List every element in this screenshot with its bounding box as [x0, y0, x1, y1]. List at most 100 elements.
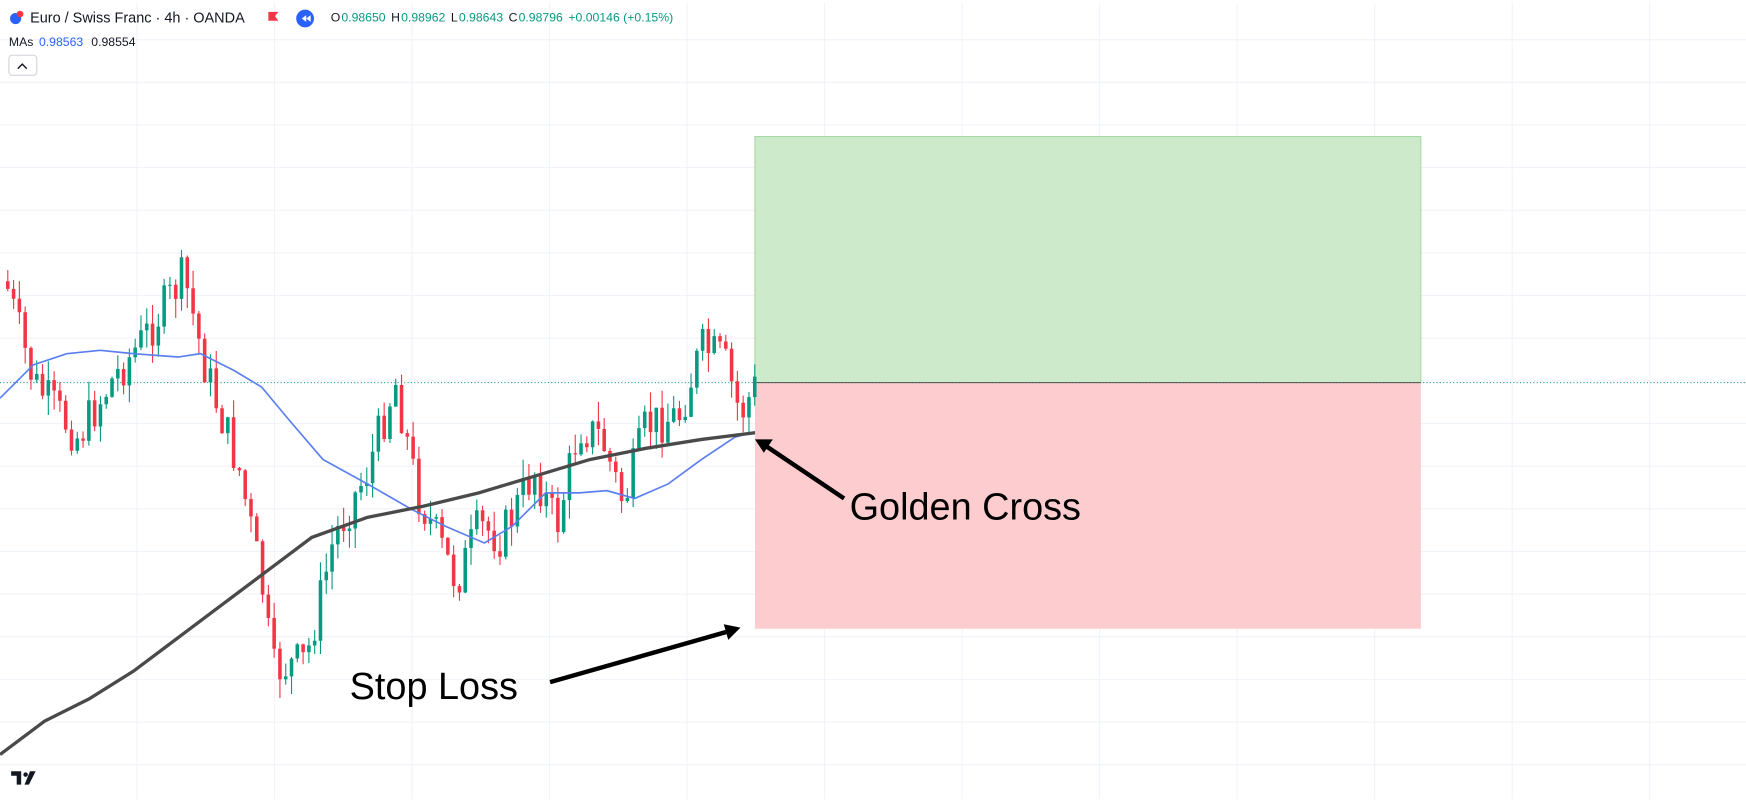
candle-body [631, 448, 635, 498]
candle-body [573, 453, 578, 455]
candle-body [127, 357, 132, 386]
candle-body [411, 436, 415, 459]
ohlc-key: C [509, 11, 518, 25]
candle-body [677, 408, 682, 421]
candle-body [405, 433, 410, 437]
candle-body [700, 328, 705, 351]
candle-body [521, 478, 525, 495]
candle-body [579, 443, 583, 455]
flag-icon [268, 11, 279, 21]
candle-body [492, 530, 496, 552]
candle-body [544, 492, 549, 507]
candle-body [654, 407, 659, 433]
candle-body [428, 518, 433, 524]
candle-body [735, 381, 740, 403]
candle-body [87, 400, 91, 441]
candle-body [46, 380, 51, 396]
take-profit-zone [754, 135, 1422, 384]
arrow-stop-loss [549, 624, 741, 685]
ohlc-key: O [331, 11, 341, 25]
candle-body [567, 453, 572, 501]
candle-body [11, 288, 16, 299]
candle-body [532, 474, 537, 495]
candle-body [17, 298, 22, 313]
ohlc-key: H [391, 11, 400, 25]
candle-body [63, 400, 68, 430]
candle-body [463, 547, 468, 593]
logo [11, 771, 36, 785]
candle-body [417, 458, 421, 515]
candle-body [359, 485, 363, 493]
candle-body [556, 497, 560, 533]
candle-body [422, 514, 427, 524]
candle-body [683, 416, 688, 421]
candle-body [307, 645, 311, 653]
candle-body [642, 411, 647, 429]
candle-body [69, 429, 74, 451]
candle-body [23, 312, 27, 348]
candle-body [104, 396, 109, 405]
candle-body [6, 281, 10, 289]
stop-loss-zone [754, 382, 1421, 629]
candle-body [34, 373, 39, 380]
candle-body [596, 421, 601, 429]
candle-body [486, 521, 491, 531]
candle-body [278, 648, 282, 680]
candle-body [457, 586, 462, 593]
ohlc-value: 0.98796 [519, 11, 563, 25]
candle-body [347, 528, 352, 532]
candle-body [729, 348, 734, 382]
candle-body [289, 658, 294, 677]
candle-body [168, 284, 172, 286]
candle-body [515, 494, 520, 527]
candle-body [382, 415, 386, 439]
candle-body [741, 402, 745, 418]
candle-body [52, 380, 56, 391]
candle-body [475, 510, 479, 530]
candle-body [150, 323, 155, 346]
candle-body [191, 288, 195, 314]
candle-body [434, 517, 439, 519]
candle-body [613, 461, 618, 473]
candle-body [208, 368, 213, 383]
candle-body [648, 411, 653, 433]
candle-body [509, 509, 514, 527]
candle-body [260, 541, 265, 595]
candle-body [110, 378, 114, 397]
candle-body [243, 470, 247, 500]
candle-body [724, 341, 728, 349]
candle-body [226, 417, 230, 434]
candle-body [121, 368, 126, 386]
candle-body [202, 338, 207, 383]
symbol-icon [16, 10, 24, 18]
candle-body [550, 492, 554, 498]
candle-body [619, 472, 624, 502]
candle-body [353, 492, 357, 529]
candle-body [503, 509, 508, 557]
candle-body [752, 376, 757, 398]
candle-body [197, 313, 201, 339]
candle-body [469, 529, 473, 548]
ma-fast [0, 349, 756, 544]
candle-body [162, 285, 166, 327]
candle-body [370, 451, 375, 484]
candle-body [440, 517, 444, 538]
candle-body [318, 580, 323, 641]
candle-body [75, 438, 80, 451]
candles [6, 250, 757, 698]
candle-body [695, 350, 699, 388]
ma-value: 0.98554 [91, 35, 135, 49]
candle-body [92, 400, 97, 427]
candle-body [220, 408, 224, 434]
candle-body [660, 407, 664, 443]
ohlc-value: 0.98650 [341, 11, 385, 25]
candle-body [214, 368, 219, 409]
candle-body [272, 617, 276, 649]
candle-body [312, 640, 317, 646]
candle-body [231, 417, 236, 468]
candle-body [81, 438, 85, 441]
candle-body [283, 676, 288, 680]
candle-body [98, 404, 103, 427]
